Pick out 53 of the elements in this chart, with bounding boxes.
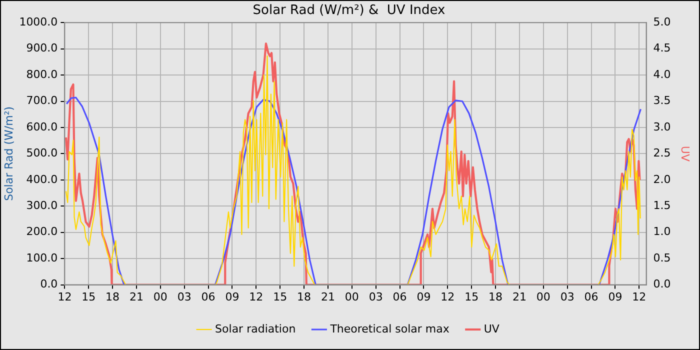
x-tick-label: 00: [153, 290, 168, 304]
y2-tick-label: 2.5: [653, 146, 671, 160]
x-tick-label: 12: [58, 290, 72, 304]
y-tick-label: 500.0: [26, 146, 58, 160]
legend-label: Theoretical solar max: [329, 322, 450, 336]
x-tick-label: 06: [392, 290, 407, 304]
y2-tick-label: 3.0: [653, 120, 671, 134]
x-tick-label: 12: [249, 290, 264, 304]
x-tick-label: 18: [297, 290, 312, 304]
legend-label: UV: [484, 322, 500, 336]
y-tick-label: 600.0: [26, 120, 58, 134]
y2-tick-label: 5.0: [653, 15, 671, 28]
y-axis-title: Solar Rad (W/m²): [2, 106, 16, 201]
y-tick-label: 0.0: [40, 278, 58, 291]
x-tick-label: 06: [201, 290, 216, 304]
x-tick-label: 21: [512, 290, 526, 304]
y-tick-label: 300.0: [26, 199, 58, 212]
x-tick-label: 15: [82, 290, 96, 304]
y2-tick-label: 3.5: [653, 94, 671, 108]
y2-tick-label: 2.0: [653, 172, 671, 186]
x-tick-label: 18: [488, 290, 503, 304]
x-tick-label: 00: [344, 290, 359, 304]
x-tick-label: 03: [560, 290, 574, 304]
legend-label: Solar radiation: [215, 322, 296, 336]
x-tick-label: 12: [632, 290, 646, 304]
y2-tick-label: 1.0: [653, 225, 671, 238]
x-tick-label: 21: [129, 290, 144, 304]
y-tick-label: 100.0: [26, 251, 58, 264]
y2-tick-label: 0.5: [653, 251, 671, 264]
x-tick-label: 21: [320, 290, 335, 304]
y-tick-label: 900.0: [26, 42, 58, 55]
y-tick-label: 200.0: [26, 225, 58, 238]
y2-axis-title: UV: [678, 146, 692, 162]
y2-tick-label: 4.0: [653, 68, 671, 81]
x-tick-label: 09: [225, 290, 240, 304]
x-tick-label: 03: [177, 290, 192, 304]
x-tick-label: 15: [464, 290, 479, 304]
y2-tick-label: 4.5: [653, 42, 671, 55]
x-tick-label: 03: [368, 290, 383, 304]
x-tick-label: 06: [584, 290, 598, 304]
y-tick-label: 400.0: [26, 172, 58, 186]
x-tick-label: 18: [106, 290, 120, 304]
x-tick-label: 15: [273, 290, 288, 304]
y-tick-label: 800.0: [26, 68, 58, 81]
x-tick-label: 09: [608, 290, 622, 304]
x-tick-label: 12: [440, 290, 455, 304]
x-tick-label: 09: [416, 290, 431, 304]
x-tick-label: 00: [536, 290, 550, 304]
y2-tick-label: 0.0: [653, 278, 671, 291]
y-tick-label: 1000.0: [19, 15, 58, 28]
y2-tick-label: 1.5: [653, 199, 671, 212]
chart-title: Solar Rad (W/m²) & UV Index: [252, 3, 446, 18]
y-tick-label: 700.0: [26, 94, 58, 108]
